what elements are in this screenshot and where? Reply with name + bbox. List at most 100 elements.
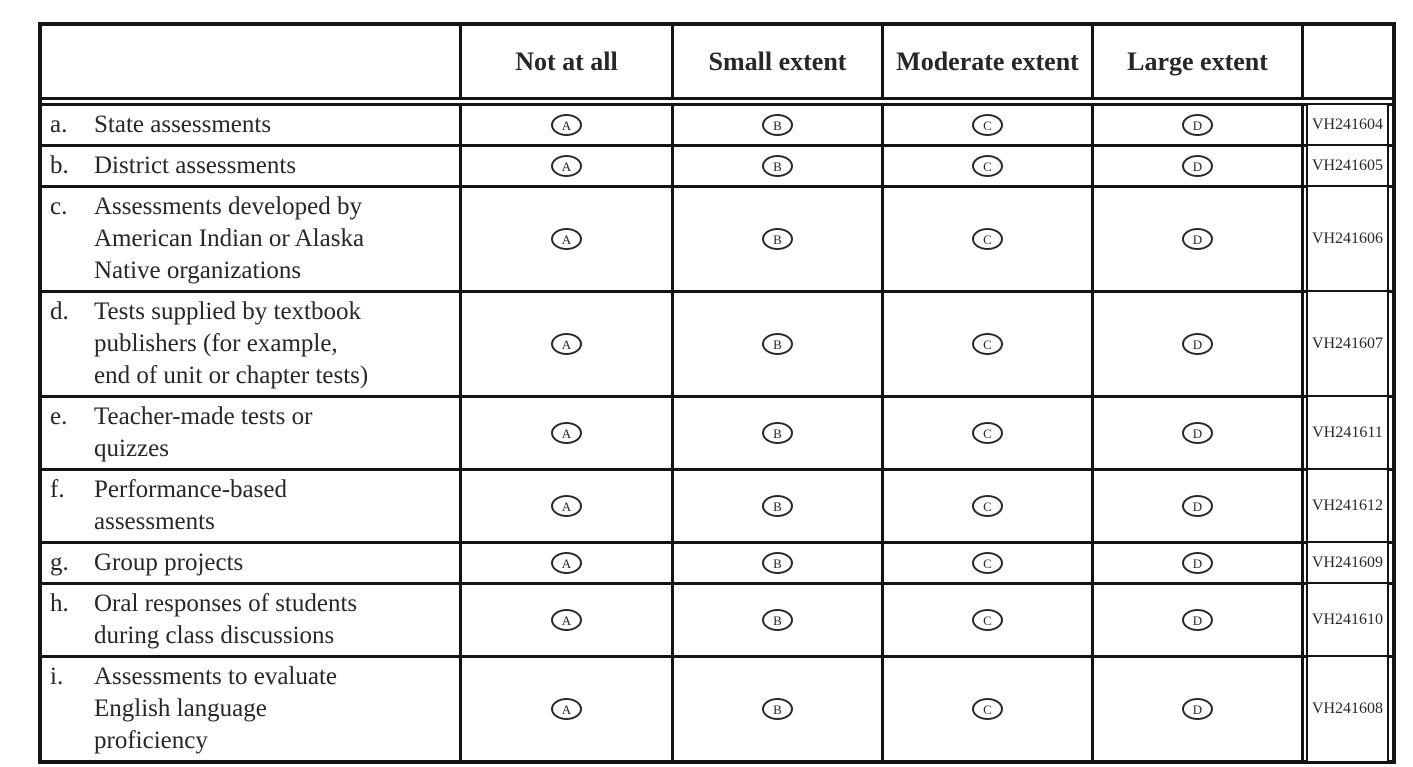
row-code: VH241607 bbox=[1306, 290, 1389, 398]
answer-bubble-c[interactable]: C bbox=[972, 552, 1003, 574]
answer-bubble-c[interactable]: C bbox=[972, 609, 1003, 631]
bubble-letter: A bbox=[561, 231, 572, 247]
row-letter: d. bbox=[50, 298, 69, 325]
table-row: d. Tests supplied by textbook publishers… bbox=[42, 290, 1392, 398]
answer-bubble-b[interactable]: B bbox=[762, 609, 793, 631]
option-cell-small-extent: B bbox=[674, 147, 884, 185]
row-code-cell: VH241608 bbox=[1304, 655, 1392, 763]
table-row: a. State assessments A B C D VH241604 bbox=[42, 103, 1392, 147]
bubble-letter: B bbox=[773, 117, 782, 133]
answer-bubble-d[interactable]: D bbox=[1182, 155, 1213, 177]
answer-bubble-d[interactable]: D bbox=[1182, 422, 1213, 444]
answer-bubble-a[interactable]: A bbox=[551, 495, 582, 517]
option-cell-not-at-all: A bbox=[462, 293, 674, 395]
option-cell-moderate-extent: C bbox=[884, 188, 1094, 290]
row-code: VH241606 bbox=[1306, 185, 1389, 293]
answer-bubble-b[interactable]: B bbox=[762, 698, 793, 720]
header-large-extent: Large extent bbox=[1094, 26, 1304, 97]
row-code: VH241609 bbox=[1306, 541, 1389, 585]
answer-bubble-c[interactable]: C bbox=[972, 114, 1003, 136]
option-cell-not-at-all: A bbox=[462, 398, 674, 468]
answer-bubble-d[interactable]: D bbox=[1182, 552, 1213, 574]
option-cell-not-at-all: A bbox=[462, 544, 674, 582]
answer-bubble-a[interactable]: A bbox=[551, 552, 582, 574]
option-cell-not-at-all: A bbox=[462, 658, 674, 760]
row-label-cell: f. Performance-based assessments bbox=[42, 471, 462, 541]
answer-bubble-c[interactable]: C bbox=[972, 228, 1003, 250]
answer-bubble-a[interactable]: A bbox=[551, 228, 582, 250]
row-code: VH241611 bbox=[1306, 395, 1389, 471]
row-item: a. State assessments bbox=[50, 109, 271, 141]
row-code-cell: VH241604 bbox=[1304, 103, 1392, 147]
option-cell-small-extent: B bbox=[674, 585, 884, 655]
row-code-cell: VH241606 bbox=[1304, 185, 1392, 293]
answer-bubble-c[interactable]: C bbox=[972, 155, 1003, 177]
bubble-letter: D bbox=[1192, 555, 1203, 571]
row-item: h. Oral responses of students during cla… bbox=[50, 588, 357, 652]
answer-bubble-d[interactable]: D bbox=[1182, 228, 1213, 250]
row-code: VH241605 bbox=[1306, 144, 1389, 188]
bubble-letter: D bbox=[1192, 612, 1203, 628]
option-cell-small-extent: B bbox=[674, 106, 884, 144]
bubble-letter: A bbox=[561, 117, 572, 133]
row-label: Group projects bbox=[94, 549, 244, 576]
option-cell-moderate-extent: C bbox=[884, 147, 1094, 185]
answer-bubble-d[interactable]: D bbox=[1182, 114, 1213, 136]
row-label: Oral responses of students during class … bbox=[94, 590, 358, 649]
row-label-cell: c. Assessments developed by American Ind… bbox=[42, 188, 462, 290]
answer-bubble-b[interactable]: B bbox=[762, 155, 793, 177]
answer-bubble-b[interactable]: B bbox=[762, 552, 793, 574]
bubble-letter: B bbox=[773, 425, 782, 441]
bubble-letter: C bbox=[983, 612, 992, 628]
answer-bubble-c[interactable]: C bbox=[972, 495, 1003, 517]
row-label-cell: i. Assessments to evaluate English langu… bbox=[42, 658, 462, 760]
answer-bubble-a[interactable]: A bbox=[551, 698, 582, 720]
row-code: VH241608 bbox=[1306, 655, 1389, 763]
bubble-letter: A bbox=[561, 158, 572, 174]
answer-bubble-b[interactable]: B bbox=[762, 495, 793, 517]
answer-bubble-a[interactable]: A bbox=[551, 114, 582, 136]
row-code-cell: VH241607 bbox=[1304, 290, 1392, 398]
option-cell-small-extent: B bbox=[674, 658, 884, 760]
answer-bubble-d[interactable]: D bbox=[1182, 495, 1213, 517]
answer-bubble-b[interactable]: B bbox=[762, 114, 793, 136]
table-row: e. Teacher-made tests or quizzes A B C D… bbox=[42, 395, 1392, 471]
answer-bubble-c[interactable]: C bbox=[972, 698, 1003, 720]
option-cell-not-at-all: A bbox=[462, 147, 674, 185]
bubble-letter: D bbox=[1192, 425, 1203, 441]
row-label-cell: g. Group projects bbox=[42, 544, 462, 582]
answer-bubble-b[interactable]: B bbox=[762, 333, 793, 355]
row-label-cell: a. State assessments bbox=[42, 106, 462, 144]
option-cell-not-at-all: A bbox=[462, 106, 674, 144]
bubble-letter: A bbox=[561, 555, 572, 571]
row-letter: h. bbox=[50, 590, 69, 617]
row-item: g. Group projects bbox=[50, 547, 243, 579]
option-cell-large-extent: D bbox=[1094, 106, 1304, 144]
answer-bubble-a[interactable]: A bbox=[551, 155, 582, 177]
option-cell-not-at-all: A bbox=[462, 188, 674, 290]
option-cell-moderate-extent: C bbox=[884, 585, 1094, 655]
answer-bubble-b[interactable]: B bbox=[762, 228, 793, 250]
answer-bubble-a[interactable]: A bbox=[551, 333, 582, 355]
answer-bubble-b[interactable]: B bbox=[762, 422, 793, 444]
answer-bubble-d[interactable]: D bbox=[1182, 609, 1213, 631]
row-code: VH241604 bbox=[1306, 103, 1389, 147]
answer-bubble-a[interactable]: A bbox=[551, 609, 582, 631]
answer-bubble-c[interactable]: C bbox=[972, 422, 1003, 444]
row-code: VH241612 bbox=[1306, 468, 1389, 544]
row-label: District assessments bbox=[94, 152, 297, 179]
row-item: i. Assessments to evaluate English langu… bbox=[50, 661, 337, 757]
table-body: a. State assessments A B C D VH241604 b.… bbox=[42, 103, 1392, 763]
option-cell-large-extent: D bbox=[1094, 658, 1304, 760]
bubble-letter: B bbox=[773, 336, 782, 352]
row-code-cell: VH241612 bbox=[1304, 468, 1392, 544]
option-cell-moderate-extent: C bbox=[884, 106, 1094, 144]
row-label: Assessments developed by American Indian… bbox=[94, 193, 365, 284]
answer-bubble-a[interactable]: A bbox=[551, 422, 582, 444]
row-label: State assessments bbox=[94, 111, 272, 138]
option-cell-moderate-extent: C bbox=[884, 544, 1094, 582]
answer-bubble-c[interactable]: C bbox=[972, 333, 1003, 355]
header-code-cell bbox=[1304, 26, 1392, 97]
answer-bubble-d[interactable]: D bbox=[1182, 698, 1213, 720]
answer-bubble-d[interactable]: D bbox=[1182, 333, 1213, 355]
